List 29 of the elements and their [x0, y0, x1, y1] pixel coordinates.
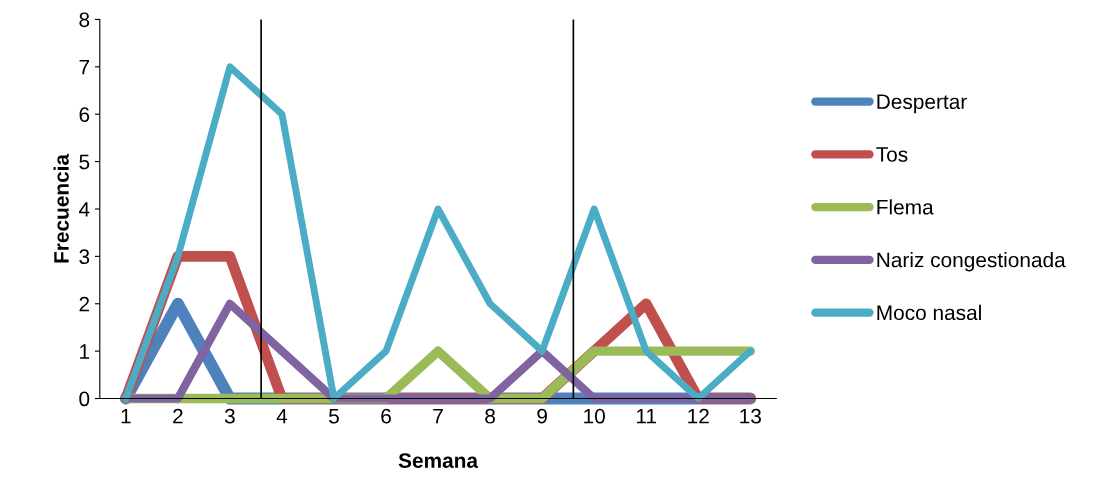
- y-tick-label: 6: [79, 107, 90, 122]
- x-tick-label: 11: [636, 409, 657, 424]
- x-tick-label: 8: [485, 408, 495, 424]
- x-tick-label: 3: [224, 408, 235, 424]
- y-tick-label: 4: [78, 202, 90, 217]
- x-tick-label: 6: [381, 408, 391, 424]
- x-tick-label: 7: [433, 409, 443, 424]
- y-tick-label: 5: [79, 154, 90, 170]
- y-tick-label: 3: [79, 249, 90, 265]
- legend-label: Flema: [877, 199, 934, 215]
- legend-label: Nariz congestionada: [877, 252, 1066, 272]
- x-tick-label: 4: [276, 409, 288, 424]
- legend-label: Moco nasal: [877, 304, 981, 321]
- x-tick-label: 10: [584, 408, 605, 424]
- x-axis-title: Semana: [398, 453, 479, 468]
- y-tick-label: 0: [79, 391, 90, 407]
- x-tick-label: 9: [537, 408, 547, 424]
- y-axis-title: Frecuencia: [53, 153, 69, 263]
- legend-label: Tos: [876, 147, 908, 162]
- x-tick-label: 5: [329, 409, 339, 424]
- x-tick-label: 2: [173, 408, 183, 424]
- x-tick-label: 1: [121, 409, 131, 424]
- y-tick-label: 2: [79, 296, 90, 312]
- legend-label: Despertar: [877, 94, 967, 114]
- x-tick-label: 12: [688, 408, 709, 424]
- x-tick-label: 13: [740, 408, 761, 424]
- y-tick-label: 7: [79, 60, 90, 75]
- y-tick-label: 8: [79, 12, 90, 28]
- y-tick-label: 1: [80, 344, 90, 359]
